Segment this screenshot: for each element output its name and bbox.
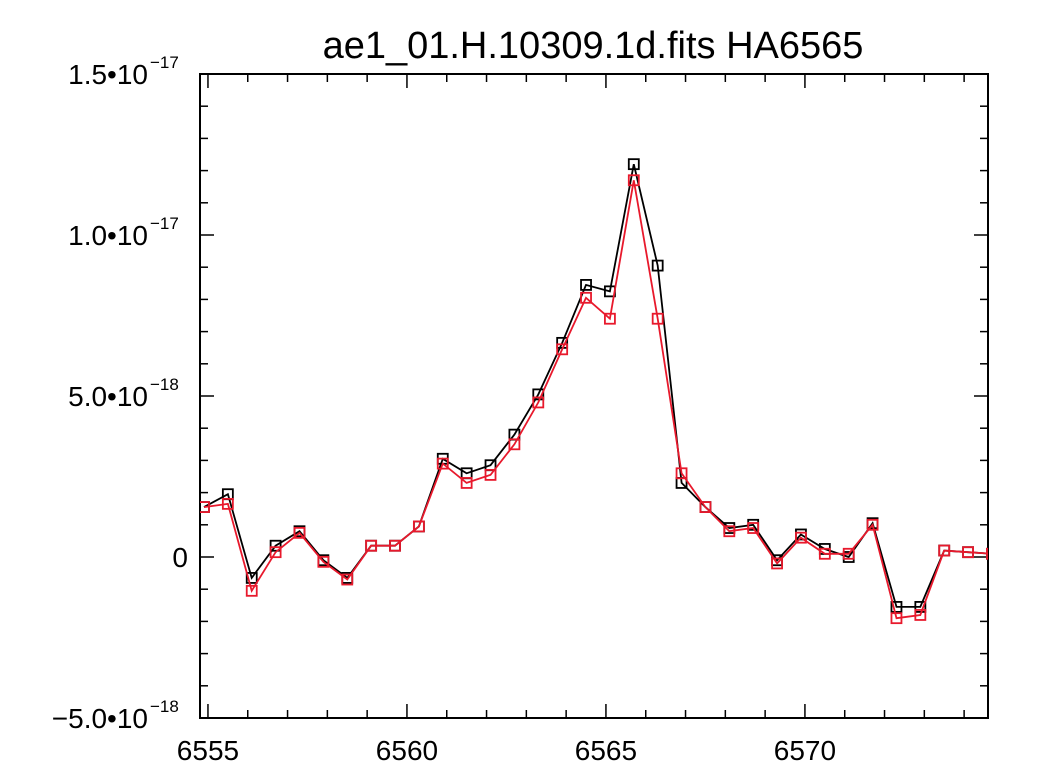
x-tick-label: 6555: [177, 735, 239, 766]
data-point: [747, 522, 760, 534]
y-tick-exponent: −18: [150, 697, 179, 716]
data-point: [842, 547, 855, 560]
data-point: [651, 259, 664, 272]
data-point: [508, 438, 521, 451]
data-point: [200, 501, 210, 513]
y-tick-mantissa: 5.0•10: [68, 381, 148, 412]
data-point: [412, 520, 425, 533]
data-point: [723, 525, 736, 538]
data-point: [293, 526, 306, 539]
data-point: [389, 539, 401, 552]
data-point: [532, 388, 545, 401]
data-point: [627, 174, 640, 187]
data-point: [795, 531, 807, 544]
y-tick-label: 1.0•10 −17: [68, 214, 179, 251]
data-point: [962, 546, 975, 559]
data-point: [556, 343, 569, 356]
y-tick-mantissa: −5.0•10: [52, 703, 148, 734]
data-point: [221, 497, 234, 510]
data-point: [866, 518, 879, 531]
data-point: [651, 312, 664, 325]
data-point: [580, 279, 592, 291]
y-tick-mantissa: 1.5•10: [68, 59, 148, 90]
x-tick-label: 6560: [376, 735, 438, 766]
data-point: [818, 547, 831, 560]
x-axis: 6555 6560 6565 6570: [177, 74, 965, 766]
series-line: [203, 163, 988, 608]
data-point: [269, 539, 282, 552]
data-point: [771, 557, 783, 570]
y-axis: 1.5•10 −171.0•10 −175.0•10 −180−5.0•10 −18: [52, 53, 988, 734]
y-tick-label: 0: [172, 542, 188, 573]
data-point: [341, 573, 354, 586]
y-tick-mantissa: 1.0•10: [68, 220, 148, 251]
data-point: [627, 158, 640, 171]
y-tick-label: −5.0•10 −18: [52, 697, 179, 734]
data-point: [532, 396, 545, 409]
data-point: [675, 467, 688, 480]
y-tick-exponent: −18: [150, 375, 179, 394]
data-point: [245, 572, 258, 584]
series-2: [200, 174, 988, 625]
y-tick-exponent: −17: [150, 214, 179, 233]
data-point: [890, 601, 903, 613]
data-point: [460, 477, 473, 489]
series-layer: [200, 158, 988, 625]
data-point: [245, 584, 258, 597]
data-point: [890, 612, 903, 625]
y-tick-mantissa: 0: [172, 542, 188, 573]
data-point: [317, 555, 330, 568]
data-point: [365, 539, 378, 552]
x-tick-label: 6570: [774, 735, 836, 766]
chart-title: ae1_01.H.10309.1d.fits HA6565: [323, 25, 864, 67]
data-point: [269, 546, 282, 559]
data-point: [436, 457, 449, 470]
data-point: [914, 601, 927, 613]
data-point: [986, 547, 988, 560]
data-point: [604, 312, 616, 325]
data-point: [580, 291, 592, 304]
y-tick-label: 1.5•10 −17: [68, 53, 179, 90]
y-tick-label: 5.0•10 −18: [68, 375, 179, 412]
data-point: [914, 609, 927, 621]
data-point: [484, 468, 497, 481]
data-point: [938, 544, 951, 557]
data-point: [699, 501, 712, 513]
plot-border: [199, 73, 989, 719]
plot-frame: [199, 73, 989, 719]
x-tick-label: 6565: [575, 735, 637, 766]
series-line: [203, 180, 988, 620]
y-tick-exponent: −17: [150, 53, 179, 72]
